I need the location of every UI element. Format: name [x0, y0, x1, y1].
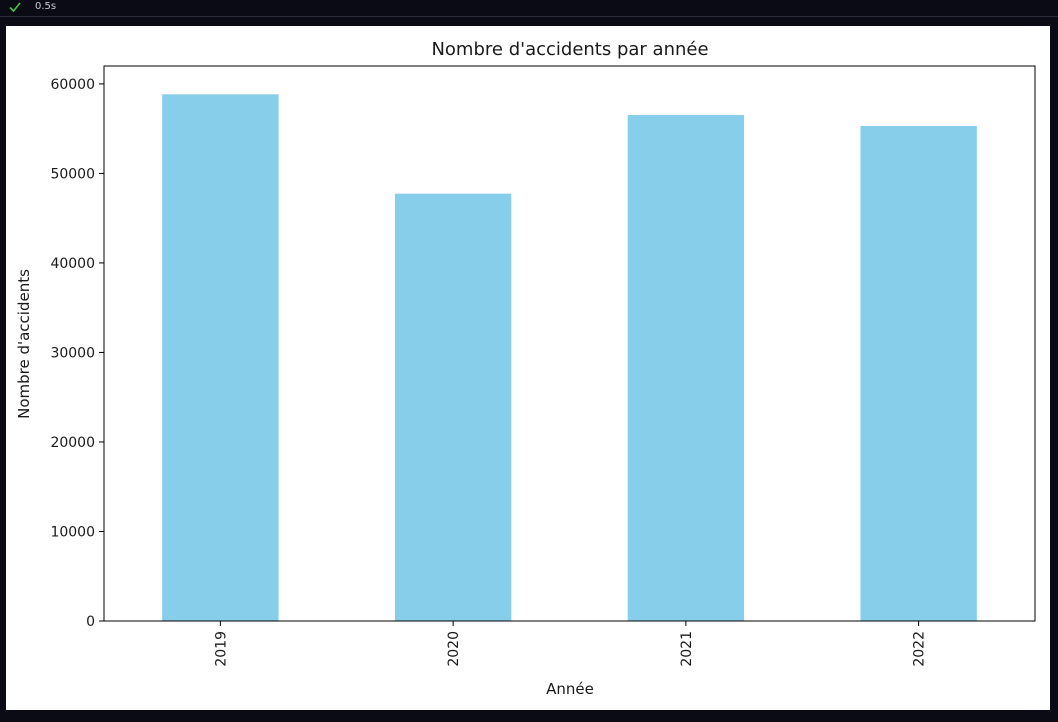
bar-chart: Nombre d'accidents par année Nombre d'ac… — [15, 39, 1036, 698]
y-tick-label: 20000 — [50, 435, 95, 451]
y-ticks-group: 0 10000 20000 30000 40000 50000 60000 — [50, 77, 104, 630]
bar-2019 — [162, 94, 279, 621]
y-tick-label: 10000 — [50, 524, 95, 540]
bar-2021 — [627, 115, 745, 621]
y-tick-label: 60000 — [50, 77, 95, 93]
chart-title: Nombre d'accidents par année — [431, 39, 708, 60]
check-icon — [9, 2, 21, 13]
x-tick-label-2021: 2021 — [679, 631, 695, 667]
x-tick-label-2019: 2019 — [213, 631, 229, 667]
y-tick-label: 40000 — [50, 256, 95, 272]
x-tick-label-2022: 2022 — [912, 631, 928, 667]
x-ticks-group: 2019 2020 2021 2022 — [213, 621, 928, 667]
execution-time: 0.5s — [35, 1, 57, 12]
plot-frame — [103, 65, 1036, 622]
cell-status-bar: 0.5s — [0, 0, 1058, 16]
y-tick-label: 30000 — [50, 345, 95, 361]
y-tick-label: 50000 — [50, 166, 95, 182]
y-axis-label: Nombre d'accidents — [15, 269, 33, 419]
bars-group — [162, 94, 977, 622]
y-tick-label: 0 — [86, 614, 95, 630]
bar-2020 — [394, 193, 512, 621]
divider — [0, 16, 1058, 17]
x-tick-label-2020: 2020 — [446, 631, 462, 667]
cell-output: Nombre d'accidents par année Nombre d'ac… — [6, 26, 1050, 710]
bar-2022 — [860, 125, 977, 622]
x-axis-label: Année — [546, 680, 594, 698]
